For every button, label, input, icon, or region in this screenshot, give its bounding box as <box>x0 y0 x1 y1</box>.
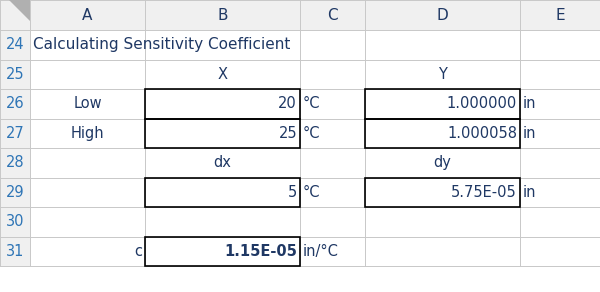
Bar <box>145 178 300 207</box>
Text: 20: 20 <box>278 96 297 111</box>
Text: Calculating Sensitivity Coefficient: Calculating Sensitivity Coefficient <box>33 37 290 52</box>
Text: Low: Low <box>73 96 102 111</box>
Bar <box>0 0 600 30</box>
Text: 30: 30 <box>6 214 24 229</box>
Text: in/°C: in/°C <box>303 244 339 259</box>
Text: °C: °C <box>303 96 320 111</box>
Text: 5.75E-05: 5.75E-05 <box>451 185 517 200</box>
Bar <box>0 30 30 60</box>
Text: 5: 5 <box>288 185 297 200</box>
Text: °C: °C <box>303 126 320 141</box>
Text: 1.000000: 1.000000 <box>447 96 517 111</box>
Text: 1.000058: 1.000058 <box>447 126 517 141</box>
Text: °C: °C <box>303 185 320 200</box>
Bar <box>365 178 520 207</box>
Text: 25: 25 <box>5 67 25 82</box>
Bar <box>145 119 300 148</box>
Text: 31: 31 <box>6 244 24 259</box>
Text: 24: 24 <box>5 37 25 52</box>
Bar <box>0 237 30 266</box>
Text: Y: Y <box>438 67 447 82</box>
Text: 26: 26 <box>5 96 25 111</box>
Text: 27: 27 <box>5 126 25 141</box>
Text: C: C <box>327 8 338 22</box>
Bar <box>0 148 30 178</box>
Text: in: in <box>523 96 536 111</box>
Text: dy: dy <box>434 155 451 170</box>
Text: 25: 25 <box>278 126 297 141</box>
Text: B: B <box>217 8 228 22</box>
Bar <box>0 119 30 148</box>
Text: 29: 29 <box>5 185 25 200</box>
Text: in: in <box>523 126 536 141</box>
Text: D: D <box>437 8 448 22</box>
Bar <box>0 178 30 207</box>
Text: E: E <box>555 8 565 22</box>
Text: in: in <box>523 185 536 200</box>
Bar <box>365 89 520 119</box>
Polygon shape <box>9 0 30 21</box>
Bar <box>145 89 300 119</box>
Text: X: X <box>218 67 227 82</box>
Text: c: c <box>134 244 142 259</box>
Text: 1.15E-05: 1.15E-05 <box>224 244 297 259</box>
Text: A: A <box>82 8 92 22</box>
Bar <box>0 207 30 237</box>
Text: High: High <box>71 126 104 141</box>
Bar <box>0 89 30 119</box>
Bar <box>365 119 520 148</box>
Text: dx: dx <box>214 155 232 170</box>
Text: 28: 28 <box>5 155 25 170</box>
Bar <box>145 237 300 266</box>
Bar <box>0 60 30 89</box>
